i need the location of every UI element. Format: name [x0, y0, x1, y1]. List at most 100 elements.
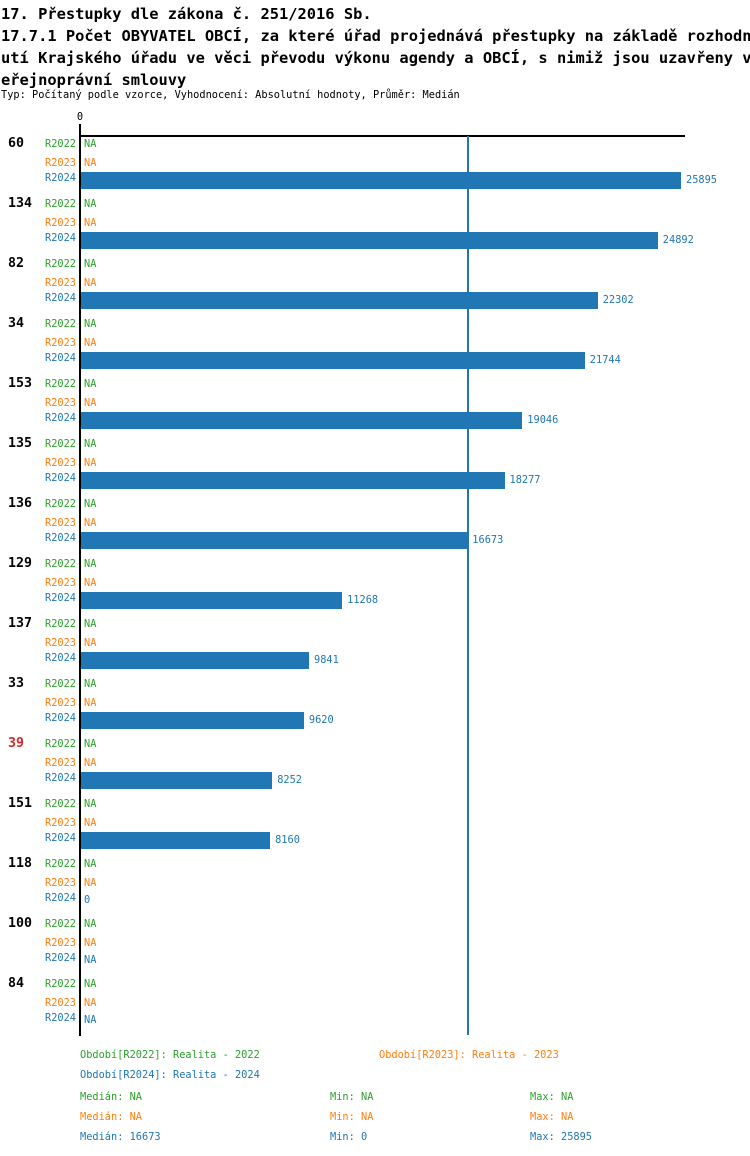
na-value-label: NA [84, 377, 97, 390]
group-id-label: 60 [8, 136, 25, 151]
chart-group: 60 R2022 NA R2023 NA R2024 25895 [0, 134, 750, 194]
stat-median-r2024: Medián: 16673 [80, 1131, 161, 1143]
r2024-bar [81, 292, 598, 309]
chart-group: 100 R2022 NA R2023 NA R2024 NA [0, 914, 750, 974]
chart-group: 34 R2022 NA R2023 NA R2024 21744 [0, 314, 750, 374]
na-value-label: NA [84, 497, 97, 510]
series-year-label: R2024 [45, 1012, 76, 1024]
group-id-label: 136 [8, 496, 33, 511]
na-value-label: NA [84, 317, 97, 330]
r2024-bar [81, 412, 523, 429]
na-value-label: NA [84, 797, 97, 810]
series-year-label: R2022 [45, 917, 76, 930]
series-year-label: R2022 [45, 977, 76, 990]
series-year-label: R2024 [45, 772, 76, 784]
series-year-label: R2024 [45, 832, 76, 844]
r2024-bar [81, 592, 343, 609]
series-year-label: R2024 [45, 232, 76, 244]
group-id-label: 137 [8, 616, 33, 631]
na-value-label: NA [84, 257, 97, 270]
stat-min-r2022: Min: NA [330, 1091, 374, 1103]
bar-value-label: 25895 [686, 174, 717, 186]
bar-value-label: 11268 [347, 594, 379, 606]
series-year-label: R2022 [45, 497, 76, 510]
series-year-label: R2024 [45, 472, 76, 484]
legend-item-r2024: Období[R2024]: Realita - 2024 [80, 1069, 260, 1081]
median-reference-line [467, 136, 469, 1035]
group-id-label: 151 [8, 796, 33, 811]
na-value-label: NA [84, 437, 97, 450]
stat-max-r2024: Max: 25895 [530, 1131, 592, 1143]
na-value-label: NA [84, 637, 97, 649]
series-year-label: R2023 [45, 577, 76, 589]
series-year-label: R2022 [45, 737, 76, 750]
legend-item-r2022: Období[R2022]: Realita - 2022 [80, 1049, 260, 1061]
bar-value-label: 19046 [527, 414, 559, 426]
series-year-label: R2023 [45, 457, 76, 469]
na-value-label: NA [84, 197, 97, 210]
na-value-label: NA [84, 917, 97, 930]
chart-group: 134 R2022 NA R2023 NA R2024 24892 [0, 194, 750, 254]
na-value-label: NA [84, 697, 97, 709]
na-value-label: NA [84, 517, 97, 529]
bar-value-label: 16673 [472, 534, 504, 546]
group-id-label: 129 [8, 556, 33, 571]
series-year-label: R2022 [45, 197, 76, 210]
series-year-label: R2023 [45, 517, 76, 529]
r2024-bar [81, 772, 273, 789]
r2024-bar [81, 472, 505, 489]
na-value-label: NA [84, 857, 97, 870]
axis-zero-tick-label: 0 [76, 111, 84, 123]
series-year-label: R2022 [45, 317, 76, 330]
na-value-label: NA [84, 577, 97, 589]
bar-value-label: 24892 [662, 234, 694, 246]
series-year-label: R2024 [45, 592, 76, 604]
na-value-label: NA [84, 217, 97, 229]
series-year-label: R2022 [45, 797, 76, 810]
group-id-label: 135 [8, 436, 33, 451]
group-id-label: 118 [8, 856, 33, 871]
group-id-label: 82 [8, 256, 25, 271]
stat-median-r2022: Medián: NA [80, 1091, 142, 1103]
bar-value-label: 21744 [589, 354, 621, 366]
series-year-label: R2022 [45, 557, 76, 570]
series-year-label: R2022 [45, 377, 76, 390]
group-id-label: 33 [8, 676, 25, 691]
chart-group: 137 R2022 NA R2023 NA R2024 9841 [0, 614, 750, 674]
legend-item-r2023: Období[R2023]: Realita - 2023 [379, 1049, 559, 1061]
series-year-label: R2022 [45, 677, 76, 690]
r2024-bar [81, 712, 304, 729]
series-year-label: R2024 [45, 652, 76, 664]
bar-value-label: 0 [84, 894, 91, 906]
na-value-label: NA [84, 977, 97, 990]
group-id-label: 34 [8, 316, 25, 331]
chart-group: 151 R2022 NA R2023 NA R2024 8160 [0, 794, 750, 854]
na-value-label: NA [84, 617, 97, 630]
report-title-line: utí Krajského úřadu ve věci převodu výko… [1, 49, 750, 67]
stat-min-r2023: Min: NA [330, 1111, 374, 1123]
bar-value-label: 8160 [275, 834, 300, 846]
group-id-label: 134 [8, 196, 33, 211]
series-year-label: R2024 [45, 952, 76, 964]
chart-group: 136 R2022 NA R2023 NA R2024 16673 [0, 494, 750, 554]
series-year-label: R2023 [45, 817, 76, 829]
group-id-label: 153 [8, 376, 33, 391]
r2024-bar [81, 172, 681, 189]
report-title-line: eřejnoprávní smlouvy [1, 71, 187, 89]
x-axis-line [79, 135, 685, 137]
series-year-label: R2024 [45, 532, 76, 544]
series-year-label: R2023 [45, 217, 76, 229]
na-value-label: NA [84, 877, 97, 889]
chart-group: 118 R2022 NA R2023 NA R2024 0 [0, 854, 750, 914]
series-year-label: R2023 [45, 157, 76, 169]
chart-group: 33 R2022 NA R2023 NA R2024 9620 [0, 674, 750, 734]
series-year-label: R2023 [45, 397, 76, 409]
series-year-label: R2023 [45, 337, 76, 349]
na-value-label: NA [84, 677, 97, 690]
stat-median-r2023: Medián: NA [80, 1111, 142, 1123]
r2024-bar [81, 832, 271, 849]
series-year-label: R2024 [45, 172, 76, 184]
chart-group: 39 R2022 NA R2023 NA R2024 8252 [0, 734, 750, 794]
na-value-label: NA [84, 337, 97, 349]
